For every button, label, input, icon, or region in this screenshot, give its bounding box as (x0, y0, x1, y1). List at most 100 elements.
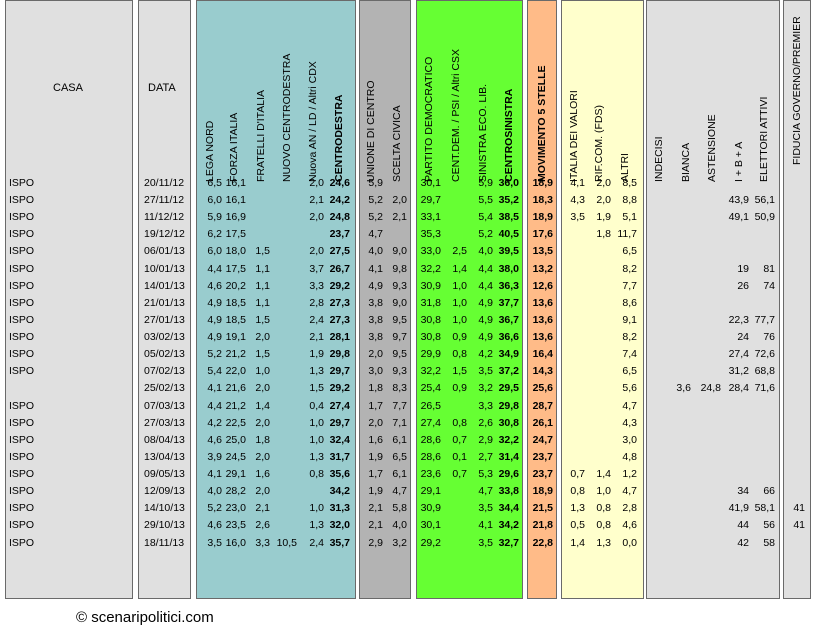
cell-casa: ISPO (9, 400, 35, 412)
cell-casa: ISPO (9, 263, 35, 275)
cell-ele: 72,6 (754, 348, 775, 360)
cell-pd: 35,3 (420, 228, 441, 240)
cell-sel: 5,5 (478, 194, 493, 206)
cell-sc: 9,7 (392, 331, 407, 343)
cell-rif: 1,0 (596, 485, 611, 497)
cell-iba: 44 (737, 519, 749, 531)
cell-lega: 4,9 (207, 331, 222, 343)
cell-cd: 0,9 (452, 382, 467, 394)
cell-altri: 0,0 (622, 537, 637, 549)
cell-cd: 0,8 (452, 348, 467, 360)
cell-altri: 3,0 (622, 434, 637, 446)
cell-csx: 36,0 (498, 177, 519, 189)
cell-data: 12/09/13 (144, 485, 185, 497)
cell-idv: 1,4 (570, 537, 585, 549)
cell-ast: 24,8 (700, 382, 721, 394)
cell-csx: 29,8 (498, 400, 519, 412)
cell-altri: 8,6 (622, 297, 637, 309)
cell-altri: 4,6 (622, 519, 637, 531)
cell-ele: 56,1 (754, 194, 775, 206)
cell-data: 09/05/13 (144, 468, 185, 480)
cell-data: 21/01/13 (144, 297, 185, 309)
cell-cdx: 29,7 (329, 417, 350, 429)
cell-iba: 24 (737, 331, 749, 343)
cell-cdx: 26,7 (329, 263, 350, 275)
cell-casa: ISPO (9, 280, 35, 292)
cell-altri: 6,5 (622, 245, 637, 257)
column-header-label: RIF.COM. (FDS) (593, 105, 605, 182)
cell-data: 27/03/13 (144, 417, 185, 429)
column-header-label: I + B + A (733, 141, 745, 182)
cell-m5s: 13,6 (532, 297, 553, 309)
cell-lega: 4,6 (207, 280, 222, 292)
column-header-label: ASTENSIONE (706, 114, 718, 182)
cell-ele: 77,7 (754, 314, 775, 326)
cell-lega: 4,6 (207, 519, 222, 531)
cell-an: 1,9 (309, 348, 324, 360)
cell-sel: 5,4 (478, 211, 493, 223)
cell-pd: 27,4 (420, 417, 441, 429)
cell-csx: 37,7 (498, 297, 519, 309)
cell-casa: ISPO (9, 519, 35, 531)
m5s-panel (527, 0, 557, 599)
cell-pd: 23,6 (420, 468, 441, 480)
cell-cdx: 24,6 (329, 177, 350, 189)
copyright-footer: © scenaripolitici.com (76, 609, 214, 626)
cell-sc: 4,7 (392, 485, 407, 497)
cell-an: 2,0 (309, 211, 324, 223)
cell-csx: 30,8 (498, 417, 519, 429)
centrosinistra-panel (416, 0, 523, 599)
cell-sel: 4,4 (478, 280, 493, 292)
cell-csx: 29,5 (498, 382, 519, 394)
cell-rif: 2,0 (596, 177, 611, 189)
cell-pd: 33,1 (420, 211, 441, 223)
cell-an: 2,1 (309, 194, 324, 206)
cell-data: 11/12/12 (144, 211, 185, 223)
cell-m5s: 18,9 (532, 485, 553, 497)
cell-lega: 3,5 (207, 537, 222, 549)
column-header-label: INDECISI (653, 136, 665, 182)
cell-udc: 5,2 (368, 194, 383, 206)
cell-sc: 4,0 (392, 519, 407, 531)
cell-sel: 5,9 (478, 177, 493, 189)
cell-fid: 41 (793, 502, 805, 514)
cell-data: 07/03/13 (144, 400, 185, 412)
cell-fi: 16,1 (225, 177, 246, 189)
cell-lega: 3,9 (207, 451, 222, 463)
cell-fi: 25,0 (225, 434, 246, 446)
cell-m5s: 23,7 (532, 468, 553, 480)
cell-fdi: 1,8 (255, 434, 270, 446)
cell-ele: 50,9 (754, 211, 775, 223)
cell-altri: 6,5 (622, 365, 637, 377)
cell-casa: ISPO (9, 485, 35, 497)
cell-casa: ISPO (9, 434, 35, 446)
cell-csx: 29,6 (498, 468, 519, 480)
cell-sc: 6,1 (392, 468, 407, 480)
cell-idv: 1,3 (570, 502, 585, 514)
cell-fi: 20,2 (225, 280, 246, 292)
column-header-label: SCELTA CIVICA (391, 105, 403, 182)
cell-rif: 0,8 (596, 519, 611, 531)
cell-casa: ISPO (9, 314, 35, 326)
cell-idv: 0,7 (570, 468, 585, 480)
cell-fi: 22,0 (225, 365, 246, 377)
cell-sc: 9,8 (392, 263, 407, 275)
cell-rif: 1,9 (596, 211, 611, 223)
cell-sc: 9,0 (392, 245, 407, 257)
cell-udc: 2,0 (368, 417, 383, 429)
cell-csx: 38,5 (498, 211, 519, 223)
cell-pd: 30,8 (420, 331, 441, 343)
cell-lega: 5,2 (207, 502, 222, 514)
cell-sel: 3,5 (478, 537, 493, 549)
cell-rif: 0,8 (596, 502, 611, 514)
cell-udc: 4,1 (368, 263, 383, 275)
cell-an: 2,4 (309, 537, 324, 549)
cell-sel: 2,6 (478, 417, 493, 429)
cell-udc: 1,7 (368, 400, 383, 412)
cell-cdx: 24,2 (329, 194, 350, 206)
cell-udc: 4,0 (368, 245, 383, 257)
cell-iba: 41,9 (728, 502, 749, 514)
cell-fi: 18,5 (225, 314, 246, 326)
cell-data: 13/04/13 (144, 451, 185, 463)
cell-udc: 5,2 (368, 211, 383, 223)
